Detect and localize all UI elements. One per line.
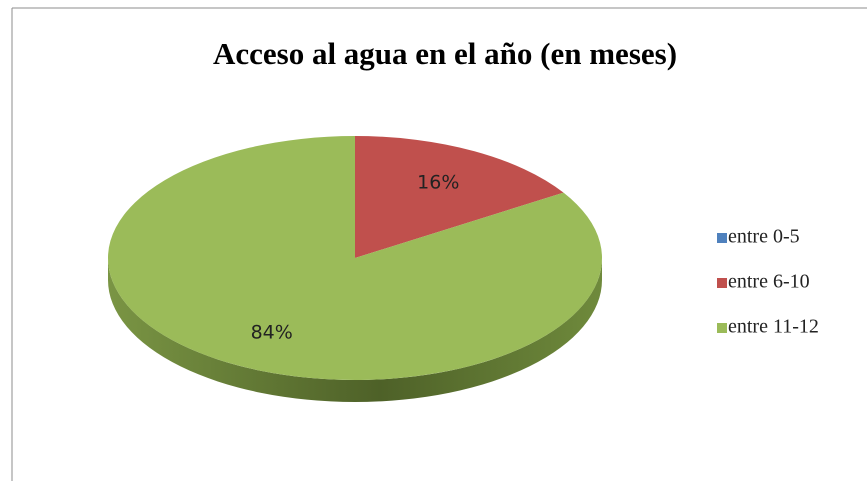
legend-swatch xyxy=(717,323,727,333)
legend-label: entre 6-10 xyxy=(728,271,810,293)
legend-swatch xyxy=(717,278,727,288)
pie-side xyxy=(108,258,602,402)
legend-label: entre 11-12 xyxy=(728,316,819,338)
pie-slice xyxy=(355,136,564,258)
legend-label: entre 0-5 xyxy=(728,226,800,248)
legend-swatch xyxy=(717,233,727,243)
chart-title: Acceso al agua en el año (en meses) xyxy=(213,36,677,71)
data-label: 84% xyxy=(251,321,293,343)
data-label: 16% xyxy=(417,172,459,194)
pie-slice xyxy=(108,136,603,380)
